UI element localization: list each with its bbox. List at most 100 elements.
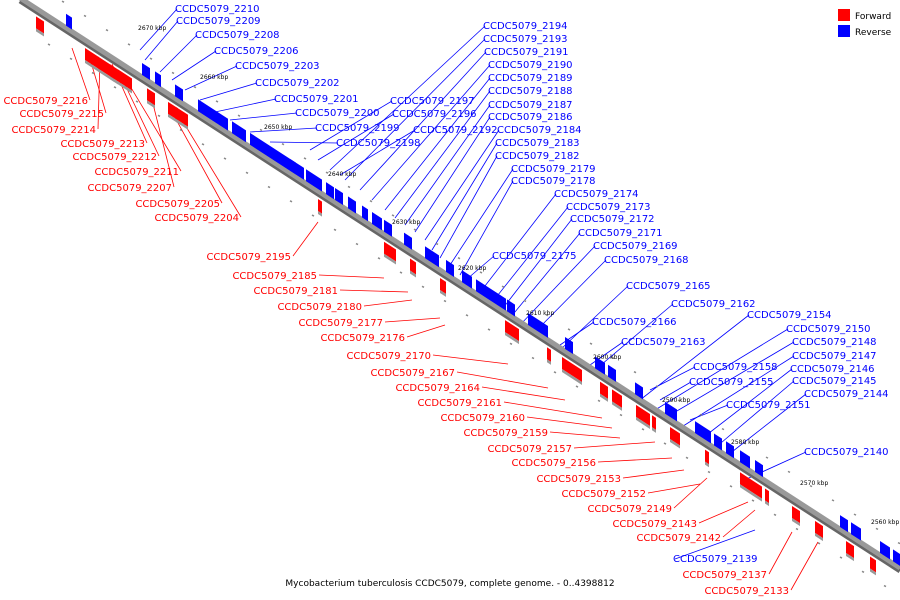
- forward-gene-body: [118, 69, 132, 91]
- reverse-leader-line: [459, 180, 514, 276]
- reverse-gene-shadow: [476, 291, 490, 304]
- minor-mark: [641, 428, 645, 431]
- reverse-leader-line: [727, 393, 807, 456]
- minor-mark: [479, 271, 483, 274]
- forward-gene-shadow: [600, 393, 608, 402]
- forward-gene: [168, 101, 178, 124]
- reverse-gene-label: CCDC5079_2198: [336, 138, 421, 149]
- minor-mark: [421, 285, 425, 289]
- reverse-gene-label: CCDC5079_2178: [511, 176, 596, 187]
- reverse-gene-body: [528, 312, 548, 338]
- forward-gene-label: CCDC5079_2180: [277, 302, 362, 313]
- forward-leader-line: [597, 457, 673, 463]
- forward-leader-line: [292, 221, 319, 257]
- reverse-gene-shadow: [290, 170, 304, 183]
- reverse-gene-shadow: [404, 244, 412, 253]
- forward-gene-shadow: [176, 118, 188, 130]
- reverse-gene: [695, 421, 711, 447]
- reverse-leader-line: [229, 112, 298, 121]
- forward-leader-line: [790, 541, 819, 591]
- reverse-gene-label: CCDC5079_2193: [483, 34, 568, 45]
- reverse-gene-label: CCDC5079_2147: [792, 351, 877, 362]
- reverse-gene-label: CCDC5079_2165: [626, 281, 711, 292]
- forward-gene-label: CCDC5079_2156: [511, 458, 596, 469]
- reverse-gene-label: CCDC5079_2196: [392, 109, 477, 120]
- forward-gene: [176, 106, 188, 130]
- forward-gene-body: [168, 101, 178, 121]
- reverse-gene-body: [740, 450, 750, 469]
- forward-gene-body: [36, 16, 44, 34]
- minor-mark: [853, 513, 857, 516]
- minor-mark: [545, 313, 549, 317]
- reverse-leader-line: [269, 141, 339, 144]
- reverse-leader-line: [139, 8, 178, 51]
- reverse-leader-line: [509, 232, 581, 319]
- reverse-gene-label: CCDC5079_2174: [554, 189, 639, 200]
- reverse-leader-line: [534, 259, 607, 333]
- minor-mark: [391, 214, 395, 217]
- reverse-gene-shadow: [348, 208, 356, 217]
- forward-gene-shadow: [670, 438, 680, 449]
- reverse-gene-shadow: [462, 282, 472, 292]
- reverse-leader-line: [714, 380, 795, 449]
- reverse-gene-body: [595, 356, 605, 375]
- reverse-leader-line: [519, 245, 596, 326]
- reverse-gene-label: CCDC5079_2168: [604, 255, 689, 266]
- minor-mark: [839, 556, 843, 559]
- reverse-leader-line: [489, 206, 569, 306]
- legend-forward-swatch: [838, 9, 850, 21]
- forward-gene-body: [85, 48, 99, 70]
- reverse-gene: [880, 540, 890, 563]
- reverse-gene: [755, 460, 763, 481]
- reverse-leader-line: [317, 113, 395, 161]
- reverse-gene-shadow: [755, 472, 763, 481]
- forward-gene-shadow: [410, 270, 416, 278]
- minor-mark: [809, 484, 813, 488]
- tick-label: 2610 kbp: [526, 310, 554, 317]
- legend: Forward Reverse: [838, 9, 892, 38]
- forward-gene: [600, 381, 608, 402]
- reverse-gene-body: [446, 259, 454, 278]
- forward-gene: [765, 488, 769, 507]
- forward-gene-label: CCDC5079_2207: [87, 183, 172, 194]
- minor-mark: [259, 128, 263, 132]
- reverse-gene-label: CCDC5079_2175: [492, 251, 577, 262]
- reverse-gene-label: CCDC5079_2146: [790, 364, 875, 375]
- forward-gene-shadow: [118, 81, 132, 94]
- minor-mark: [575, 385, 579, 388]
- reverse-gene-label: CCDC5079_2148: [792, 337, 877, 348]
- forward-gene-body: [705, 449, 709, 465]
- minor-mark: [721, 427, 725, 431]
- reverse-gene-label: CCDC5079_2187: [488, 100, 573, 111]
- reverse-gene-body: [840, 515, 848, 533]
- reverse-leader-line: [359, 51, 487, 191]
- forward-gene-body: [318, 198, 322, 214]
- forward-gene-body: [870, 556, 876, 573]
- reverse-gene-body: [851, 522, 861, 541]
- reverse-leader-line: [199, 82, 258, 101]
- reverse-gene-label: CCDC5079_2203: [235, 61, 320, 72]
- reverse-gene: [362, 205, 368, 225]
- reverse-gene: [635, 382, 643, 403]
- reverse-gene-label: CCDC5079_2144: [804, 389, 889, 400]
- forward-gene-label: CCDC5079_2152: [561, 489, 646, 500]
- reverse-gene-shadow: [66, 25, 72, 33]
- minor-mark: [729, 485, 733, 488]
- reverse-gene-label: CCDC5079_2151: [726, 400, 811, 411]
- forward-leader-line: [149, 91, 175, 188]
- forward-leader-line: [456, 371, 549, 389]
- minor-mark: [589, 342, 593, 345]
- reverse-gene-label: CCDC5079_2209: [176, 16, 261, 27]
- minor-mark: [597, 399, 601, 402]
- forward-gene-label: CCDC5079_2177: [298, 318, 383, 329]
- reverse-gene: [893, 549, 900, 569]
- forward-leader-line: [406, 324, 446, 338]
- forward-gene-label: CCDC5079_2170: [346, 351, 431, 362]
- tick-label: 2670 kbp: [138, 25, 166, 32]
- minor-mark: [861, 570, 865, 573]
- forward-gene: [652, 415, 656, 433]
- reverse-gene-label: CCDC5079_2145: [792, 376, 877, 387]
- reverse-gene-label: CCDC5079_2199: [315, 123, 400, 134]
- forward-gene-label: CCDC5079_2149: [587, 504, 672, 515]
